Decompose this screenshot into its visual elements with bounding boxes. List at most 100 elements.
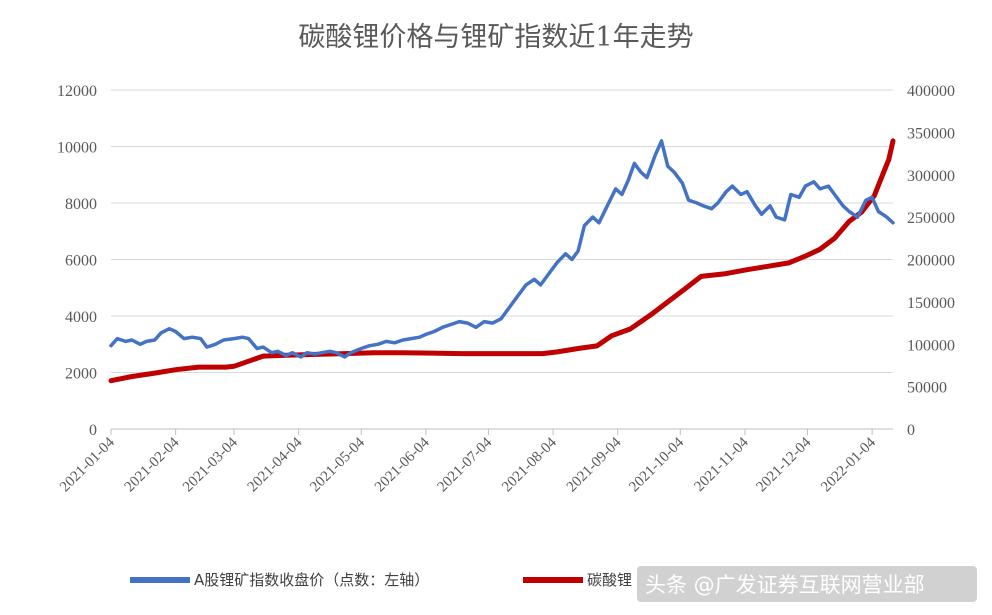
series-layer [108, 138, 896, 384]
data-point-lithium-carbonate [373, 352, 375, 354]
data-point-lithium-carbonate [431, 352, 433, 354]
data-point-lithium-carbonate [629, 328, 631, 330]
data-point-lithium-index [654, 154, 656, 156]
data-point-lithium-index [458, 321, 460, 323]
data-point-lithium-index [335, 352, 337, 354]
data-point-lithium-index [711, 208, 713, 210]
right-y-tick-label: 400000 [907, 83, 955, 100]
data-point-lithium-carbonate [610, 335, 613, 337]
data-point-lithium-carbonate [723, 273, 725, 275]
data-point-lithium-carbonate [519, 353, 521, 355]
data-point-lithium-index [761, 213, 763, 215]
right-y-tick-label: 350000 [907, 125, 955, 142]
data-point-lithium-index [621, 193, 623, 196]
data-point-lithium-index [369, 345, 371, 347]
data-point-lithium-index [667, 165, 669, 167]
watermark: 头条 @广发证券互联网营业部 [637, 566, 977, 602]
watermark-text: 头条 @广发证券互联网营业部 [645, 573, 925, 597]
data-point-lithium-index [256, 347, 258, 350]
right-y-tick-label: 50000 [907, 380, 947, 397]
data-point-lithium-index [615, 188, 617, 190]
data-point-lithium-index [731, 185, 734, 187]
data-point-lithium-index [865, 199, 867, 201]
data-point-lithium-carbonate [225, 366, 227, 368]
data-point-lithium-index [627, 179, 629, 181]
x-tick-label: 2021-04-04 [245, 434, 306, 495]
data-point-lithium-index [285, 355, 287, 357]
right-y-axis: 0 50000 100000 150000 200000 250000 300000 3500… [907, 83, 955, 439]
data-point-lithium-carbonate [819, 248, 821, 250]
x-tick-label: 2021-10-04 [626, 434, 687, 495]
left-y-tick-label: 6000 [65, 253, 97, 270]
data-point-lithium-carbonate [110, 380, 112, 382]
data-point-lithium-carbonate [198, 366, 200, 368]
data-point-lithium-index [402, 339, 404, 341]
x-tick-label: 2021-03-04 [180, 434, 241, 495]
data-point-lithium-carbonate [888, 158, 890, 161]
data-point-lithium-index [306, 352, 308, 354]
x-tick-label: 2022-01-04 [818, 434, 879, 495]
data-point-lithium-index [450, 323, 452, 326]
data-point-lithium-index [633, 162, 636, 164]
data-point-lithium-index [145, 340, 148, 342]
data-point-lithium-index [696, 202, 698, 204]
data-point-lithium-index [350, 352, 352, 354]
x-tick-label: 2021-01-04 [57, 434, 118, 495]
data-point-lithium-index [160, 332, 162, 334]
data-point-lithium-index [871, 196, 873, 198]
data-point-lithium-index [154, 339, 156, 341]
data-point-lithium-carbonate [402, 352, 404, 354]
data-point-lithium-index [577, 250, 579, 252]
data-point-lithium-index [769, 205, 771, 207]
data-point-lithium-index [517, 295, 519, 297]
chart-title: 碳酸锂价格与锂矿指数近1年走势 [298, 22, 693, 53]
data-point-lithium-carbonate [873, 195, 875, 197]
data-point-lithium-index [681, 182, 684, 184]
x-tick-label: 2021-11-04 [691, 434, 752, 495]
data-point-lithium-index [110, 345, 112, 347]
data-point-lithium-index [271, 352, 273, 354]
data-point-lithium-carbonate [344, 353, 346, 355]
right-y-tick-label: 250000 [907, 210, 955, 227]
data-point-lithium-index [804, 185, 807, 187]
data-point-lithium-index [131, 339, 133, 341]
right-y-tick-label: 0 [907, 422, 915, 439]
right-y-tick-label: 200000 [907, 253, 955, 270]
data-point-lithium-carbonate [262, 355, 264, 357]
data-point-lithium-carbonate [460, 353, 462, 355]
data-point-lithium-index [433, 330, 435, 333]
data-point-lithium-index [492, 322, 494, 324]
data-point-lithium-index [592, 216, 594, 218]
left-y-axis: 0 2000 4000 6000 8000 10000 12000 [57, 83, 97, 439]
data-point-lithium-index [183, 338, 185, 340]
data-point-lithium-index [754, 205, 757, 207]
data-point-lithium-index [790, 193, 792, 196]
data-point-lithium-carbonate [683, 288, 686, 290]
data-point-lithium-index [508, 306, 510, 309]
data-point-lithium-index [214, 343, 216, 345]
data-point-lithium-index [168, 328, 170, 330]
data-point-lithium-index [548, 273, 550, 275]
data-point-lithium-index [467, 322, 469, 324]
data-point-lithium-index [834, 193, 836, 196]
data-point-lithium-index [565, 253, 567, 255]
legend: A股锂矿指数收盘价（点数：左轴） 碳酸锂 [130, 571, 632, 589]
data-point-lithium-carbonate [882, 174, 884, 176]
data-point-lithium-index [798, 196, 800, 198]
data-point-lithium-index [139, 343, 141, 345]
x-tick-label: 2021-09-04 [564, 434, 625, 495]
data-point-lithium-index [688, 199, 690, 201]
data-point-lithium-index [233, 338, 235, 340]
left-y-tick-label: 8000 [65, 196, 97, 213]
data-point-lithium-index [344, 356, 346, 358]
data-point-lithium-index [740, 193, 742, 196]
data-point-lithium-index [856, 216, 859, 218]
series-line-lithium-index [109, 139, 895, 359]
x-tick-label: 2021-05-04 [307, 434, 368, 495]
data-point-lithium-index [606, 205, 608, 207]
data-point-lithium-index [385, 340, 387, 342]
data-point-lithium-carbonate [804, 255, 807, 257]
data-point-lithium-index [725, 191, 727, 193]
right-y-tick-label: 100000 [907, 337, 955, 354]
